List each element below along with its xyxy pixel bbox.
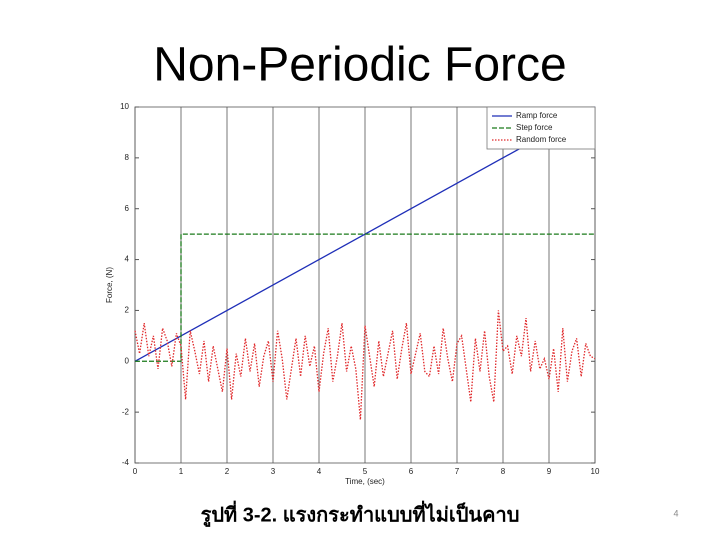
y-tick-label: 0 — [125, 356, 130, 365]
legend-label: Random force — [516, 135, 567, 144]
x-axis-label: Time, (sec) — [345, 477, 385, 486]
x-tick-label: 5 — [363, 467, 368, 476]
x-tick-label: 8 — [501, 467, 506, 476]
x-tick-label: 2 — [225, 467, 230, 476]
caption: รูปที่ 3-2. แรงกระทำแบบที่ไม่เป็นคาบ — [201, 499, 520, 528]
legend-label: Step force — [516, 123, 553, 132]
x-tick-label: 4 — [317, 467, 322, 476]
page-number: 4 — [673, 508, 678, 518]
y-tick-label: 10 — [120, 102, 129, 111]
series-line — [135, 233, 595, 362]
x-tick-label: 1 — [179, 467, 184, 476]
y-tick-label: 4 — [125, 255, 130, 264]
x-tick-label: 6 — [409, 467, 414, 476]
legend-box — [486, 106, 596, 150]
y-tick-label: 2 — [125, 306, 130, 315]
x-tick-label: 3 — [271, 467, 276, 476]
y-tick-label: 8 — [125, 153, 130, 162]
x-tick-label: 10 — [591, 467, 600, 476]
slide-title: Non-Periodic Force — [153, 39, 566, 92]
x-tick-label: 9 — [547, 467, 552, 476]
x-tick-label: 7 — [455, 467, 460, 476]
x-tick-label: 0 — [133, 467, 138, 476]
y-tick-label: -2 — [122, 407, 130, 416]
legend-label: Ramp force — [516, 111, 558, 120]
y-tick-label: 6 — [125, 204, 130, 213]
y-tick-label: -4 — [122, 458, 130, 467]
y-axis-label: Force, (N) — [105, 267, 114, 303]
